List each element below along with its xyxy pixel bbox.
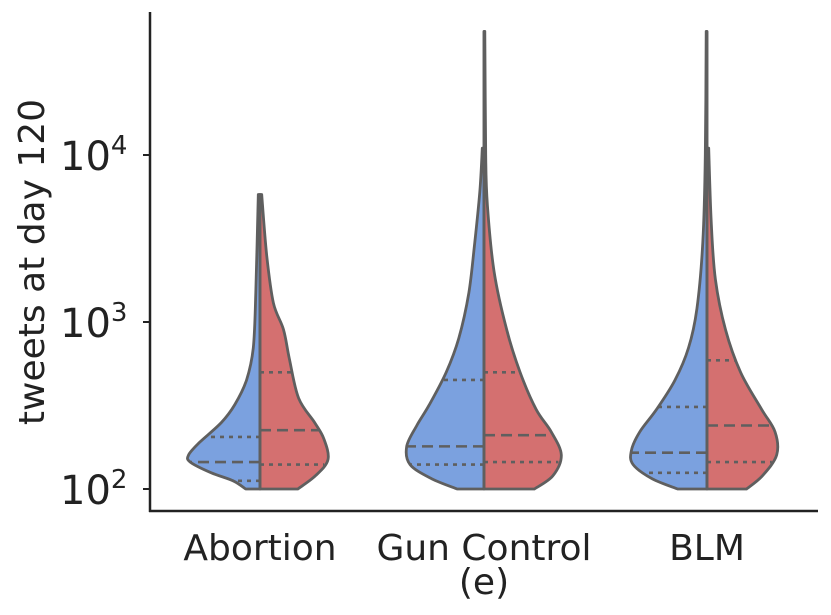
x-tick-label: Abortion: [183, 528, 336, 569]
x-ticks: Abortion Gun Control BLM: [183, 528, 745, 569]
y-tick-label: 102: [60, 465, 127, 514]
violin-half-left: [186, 193, 262, 491]
x-axis-label: (e): [459, 562, 509, 603]
y-axis-label: tweets at day 120: [12, 99, 53, 425]
violin-half-right: [705, 146, 780, 491]
violins: [186, 29, 780, 491]
x-tick-label: Gun Control: [376, 528, 591, 569]
violin-abortion: [186, 193, 330, 491]
violin-gun-control: [404, 29, 563, 491]
y-ticks: 102 103 104: [60, 131, 150, 514]
x-tick-label: BLM: [669, 528, 745, 569]
violin-half-right: [258, 193, 330, 491]
violin-half-left: [629, 29, 709, 491]
y-tick-label: 104: [60, 131, 127, 180]
violin-half-right: [482, 29, 563, 491]
violin-half-left: [404, 146, 486, 491]
violin-blm: [629, 29, 780, 491]
y-tick-label: 103: [60, 298, 127, 347]
